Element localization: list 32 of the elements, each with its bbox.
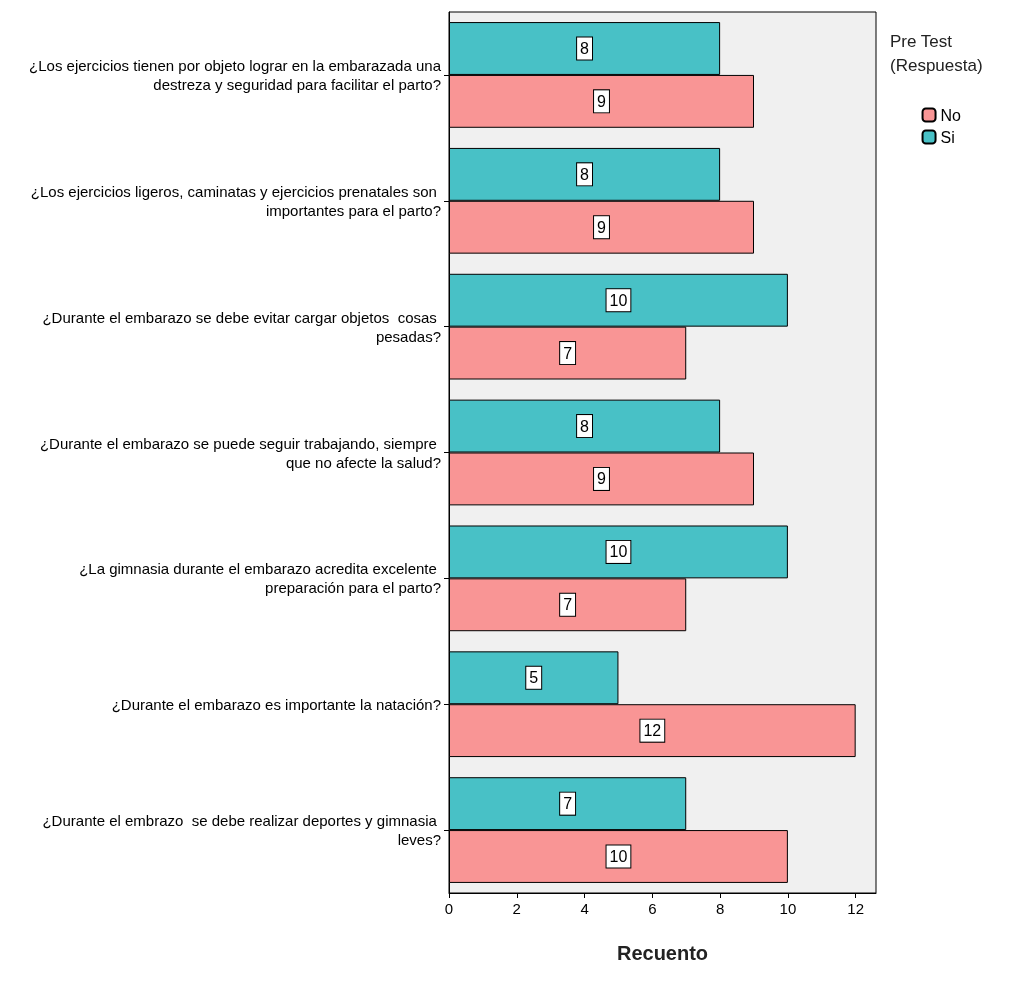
legend-label: Si [940, 128, 955, 146]
x-tick-label: 4 [580, 900, 589, 917]
x-tick-label: 0 [444, 900, 454, 917]
y-tick-label: ¿Durante el embarazo se puede seguir trabajando, siempre que no afecte la salud? [39, 434, 441, 471]
x-axis-title: Recuento [616, 942, 709, 964]
data-label: 10 [609, 543, 628, 561]
data-label: 5 [529, 669, 539, 687]
data-label: 8 [580, 417, 590, 435]
data-label: 7 [563, 596, 573, 614]
data-label: 9 [597, 470, 607, 488]
data-label: 10 [609, 848, 628, 865]
data-label: 12 [643, 722, 662, 740]
y-tick-label: ¿Los ejercicios tienen por objeto lograr en la embarazada una destreza y seguridad para facilitar el parto? [29, 56, 442, 93]
x-tick-label: 6 [648, 900, 657, 917]
y-tick-label: ¿Durante el embarazo se debe evitar cargar objetos cosas pesadas? [42, 308, 441, 345]
x-tick-label: 12 [847, 900, 865, 917]
data-label: 10 [609, 291, 628, 309]
legend-label: No [940, 106, 962, 124]
data-label: 7 [563, 344, 573, 362]
y-tick-label: ¿La gimnasia durante el embarazo acredita excelente preparación para el parto? [79, 560, 441, 597]
data-label: 9 [597, 92, 607, 110]
x-tick-label: 2 [512, 900, 521, 917]
legend-title: Pre Test (Respuesta) [890, 31, 983, 75]
y-tick-label: ¿Los ejercicios ligeros, caminatas y ejercicios prenatales son importantes para el parto? [30, 182, 441, 219]
x-tick-label: 10 [779, 900, 797, 917]
x-tick-label: 8 [715, 900, 725, 917]
data-label: 9 [597, 218, 607, 236]
data-label: 7 [563, 795, 573, 813]
data-label: 8 [580, 165, 590, 183]
y-tick-label: ¿Durante el embrazo se debe realizar deportes y gimnasia leves? [42, 812, 441, 849]
y-tick-label: ¿Durante el embarazo es importante la natación? [111, 695, 441, 713]
data-label: 8 [580, 40, 590, 57]
